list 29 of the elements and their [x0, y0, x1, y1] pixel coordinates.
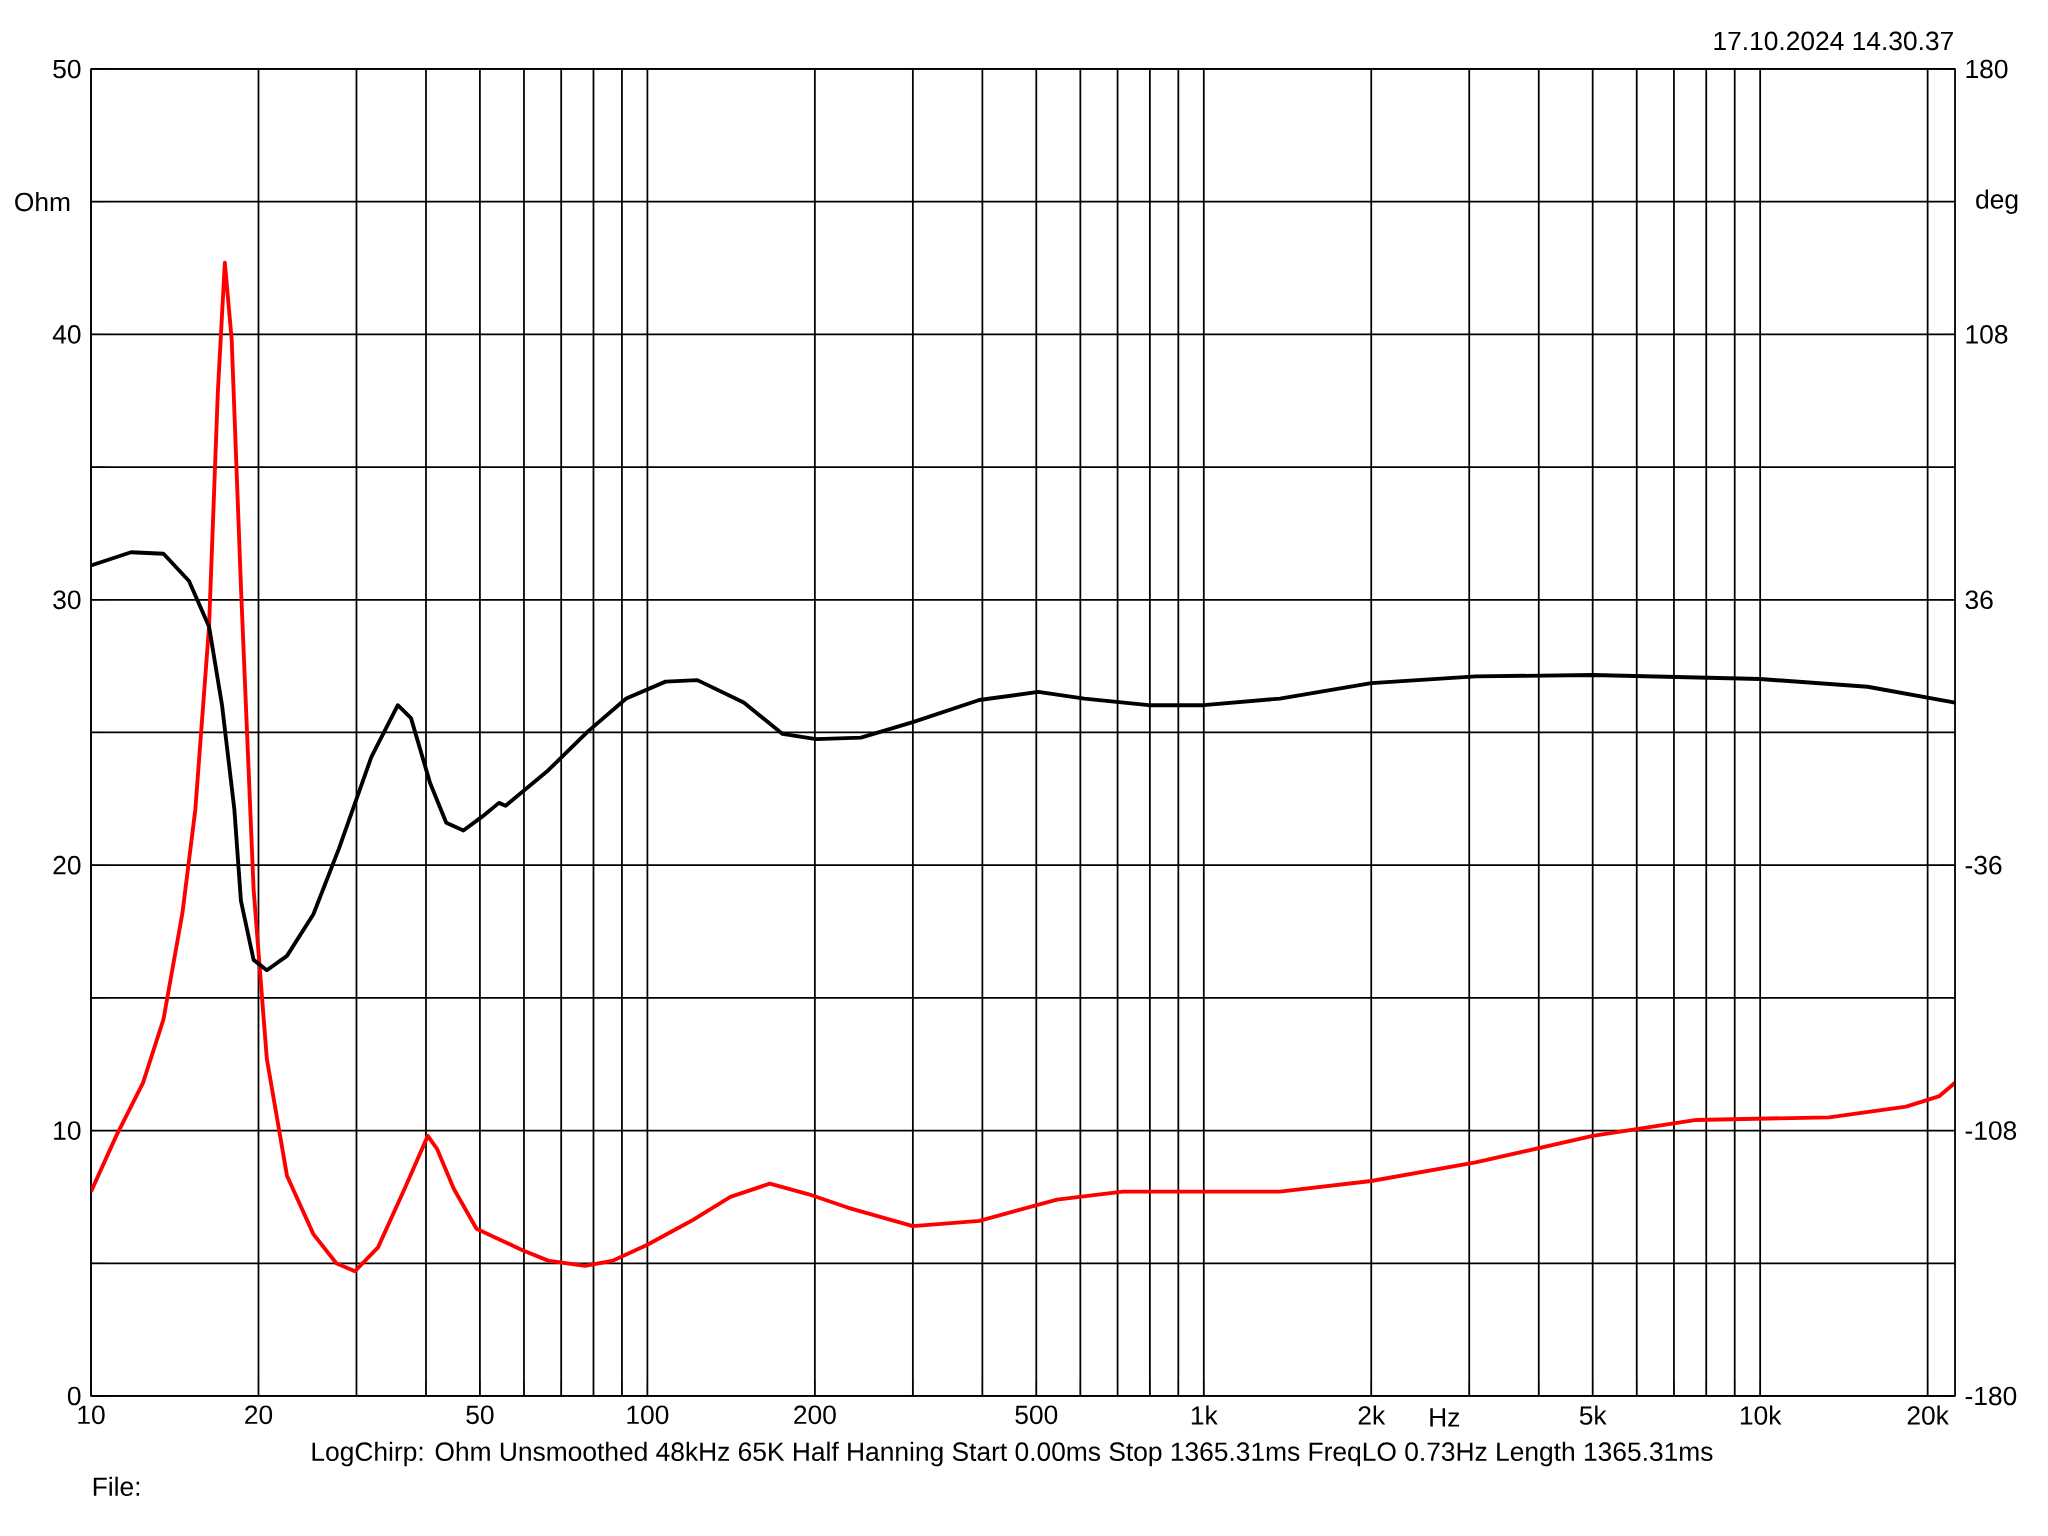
- y-tick-label: 30: [53, 590, 81, 610]
- y2-tick-label: -36: [1965, 855, 2002, 875]
- x-tick-label: 5k: [1579, 1405, 1607, 1425]
- x-tick-label: 20k: [1907, 1405, 1949, 1425]
- y-tick-label: 20: [53, 855, 81, 875]
- x-tick-label: 10k: [1740, 1405, 1782, 1425]
- y2-axis-title: deg: [1976, 189, 2018, 214]
- y2-tick-label: 180: [1966, 59, 2008, 79]
- x-tick-label: 200: [794, 1405, 836, 1425]
- x-tick-label: 2k: [1358, 1405, 1386, 1425]
- text: LogChirp: Ohm Unsmoothed 48kHz 65K Half Hanning Start 0.00ms Stop 1365.31ms FreqLO 0.73Hz Length 1365.31ms: [312, 1441, 1713, 1467]
- y2-tick-label: 108: [1966, 325, 2008, 344]
- y-tick-label: 50: [53, 59, 81, 79]
- text: 17.10.2024 14.30.37: [1714, 31, 1953, 51]
- x-tick-label: 50: [466, 1405, 494, 1425]
- y-tick-label: 0: [67, 1386, 81, 1406]
- x-tick-label: 10: [78, 1405, 105, 1425]
- text: File:: [93, 1476, 140, 1497]
- y-tick-label: 40: [52, 325, 81, 344]
- x-axis-title: Hz: [1430, 1408, 1460, 1427]
- x-tick-label: 1k: [1191, 1405, 1218, 1425]
- y-tick-label: 10: [54, 1121, 81, 1140]
- y2-tick-label: -180: [1965, 1386, 2017, 1406]
- x-tick-label: 100: [627, 1405, 669, 1425]
- y2-tick-label: -108: [1965, 1121, 2017, 1140]
- x-tick-label: 20: [245, 1405, 273, 1425]
- y-axis-title: Ohm: [15, 192, 70, 212]
- x-tick-label: 500: [1015, 1405, 1058, 1425]
- y2-tick-label: 36: [1965, 590, 1993, 610]
